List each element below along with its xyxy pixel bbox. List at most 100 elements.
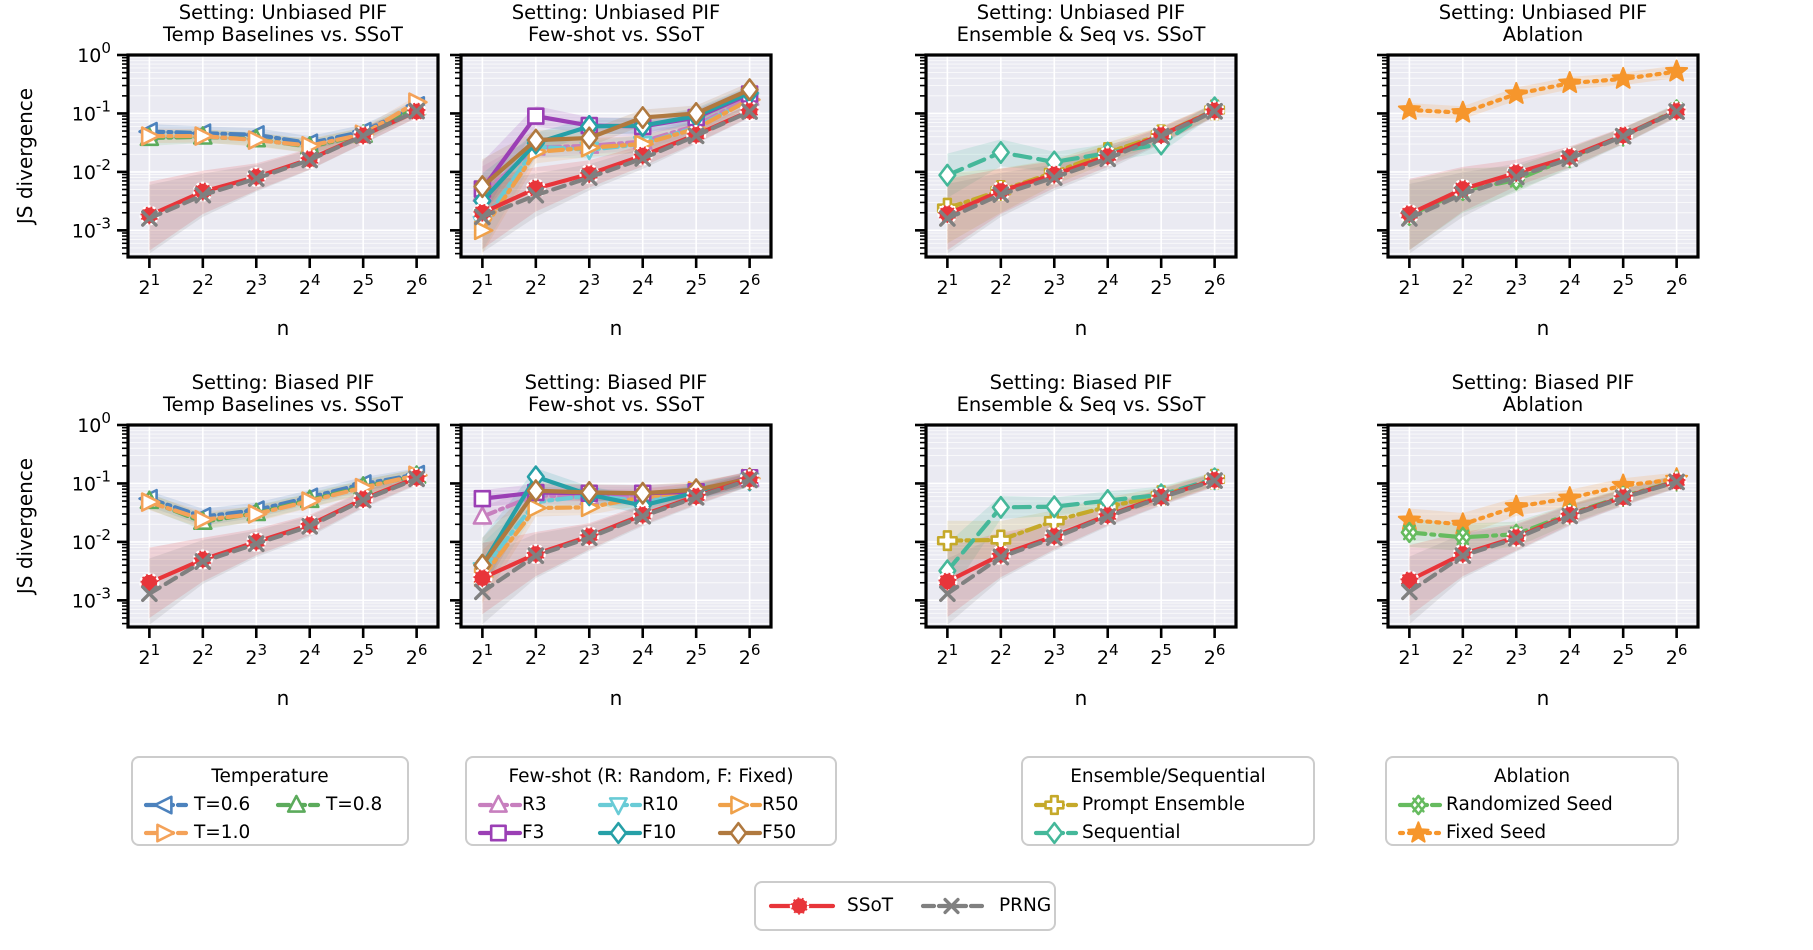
svg-text:10-1: 10-1: [72, 98, 111, 126]
legend-title: Few-shot (R: Random, F: Fixed): [508, 766, 793, 787]
legend-entry-label: T=1.0: [193, 822, 250, 843]
svg-text:26: 26: [406, 641, 428, 669]
gridlines: [926, 55, 1236, 257]
y-axis: [450, 423, 461, 625]
svg-text:100: 100: [77, 39, 111, 67]
svg-text:Setting: Unbiased PIF: Setting: Unbiased PIF: [977, 1, 1185, 24]
legend-title: Ensemble/Sequential: [1070, 766, 1266, 787]
legend-entry-randomized-seed[interactable]: Randomized Seed: [1397, 794, 1613, 816]
axes-spine: [1386, 53, 1700, 259]
legend-entry-ssot[interactable]: SSoT: [768, 895, 894, 916]
svg-text:Setting: Biased PIF: Setting: Biased PIF: [525, 371, 708, 394]
legend-entry-t-0-8[interactable]: T=0.8: [275, 794, 382, 815]
legend-entry-label: F3: [522, 822, 544, 843]
series-prng: [474, 103, 758, 226]
svg-text:Temp Baselines vs. SSoT: Temp Baselines vs. SSoT: [162, 23, 403, 46]
legend-entry-fixed-seed[interactable]: Fixed Seed: [1397, 821, 1546, 843]
svg-text:26: 26: [406, 271, 428, 299]
svg-text:23: 23: [578, 271, 600, 299]
svg-text:22: 22: [192, 641, 214, 669]
svg-text:24: 24: [1559, 271, 1581, 299]
svg-text:25: 25: [1150, 641, 1172, 669]
legend-entry-label: SSoT: [847, 895, 894, 916]
data-series: [1397, 467, 1689, 601]
legend-entry-label: R50: [762, 794, 798, 815]
legend-entry-prompt-ensemble[interactable]: Prompt Ensemble: [1033, 794, 1245, 816]
x-axis: 21 22 23 24 25 26: [937, 627, 1226, 669]
svg-text:24: 24: [1097, 641, 1119, 669]
svg-text:25: 25: [685, 271, 707, 299]
y-axis: [915, 423, 926, 625]
svg-text:22: 22: [1452, 271, 1474, 299]
svg-text:24: 24: [299, 271, 321, 299]
x-axis-label: n: [610, 686, 623, 710]
gridlines: [1388, 55, 1698, 257]
svg-text:10-3: 10-3: [72, 215, 111, 243]
svg-text:23: 23: [1505, 641, 1527, 669]
data-series: [472, 465, 761, 601]
y-axis: 100 10-1 10-2 10-3: [72, 39, 128, 255]
svg-text:10-3: 10-3: [72, 585, 111, 613]
legend-entry-r50[interactable]: R50: [717, 794, 798, 815]
legend-entry-t-0-6[interactable]: T=0.6: [143, 794, 250, 815]
svg-text:25: 25: [685, 641, 707, 669]
x-axis: 21 22 23 24 25 26: [472, 257, 761, 299]
legend-temperature: Temperature T=0.6 T=0.8 T=1.0: [131, 756, 409, 846]
svg-text:Ablation: Ablation: [1503, 23, 1583, 46]
svg-text:26: 26: [1666, 641, 1688, 669]
legend-entry-f10[interactable]: F10: [597, 821, 676, 845]
svg-text:Ablation: Ablation: [1503, 393, 1583, 416]
legend-entry-t-1-0[interactable]: T=1.0: [143, 822, 250, 843]
plot-area: [461, 55, 771, 257]
svg-text:Setting: Biased PIF: Setting: Biased PIF: [192, 371, 375, 394]
svg-text:22: 22: [990, 271, 1012, 299]
svg-text:26: 26: [1204, 641, 1226, 669]
svg-text:24: 24: [632, 641, 654, 669]
svg-text:26: 26: [1204, 271, 1226, 299]
y-axis: [915, 53, 926, 255]
legend-entry-label: R10: [642, 794, 678, 815]
legend-entry-prng[interactable]: PRNG: [920, 895, 1051, 916]
svg-text:Few-shot vs. SSoT: Few-shot vs. SSoT: [528, 23, 704, 46]
x-axis: 21 22 23 24 25 26: [139, 257, 428, 299]
legend-container: [1385, 756, 1679, 846]
legend-entry-label: Randomized Seed: [1446, 794, 1613, 815]
svg-text:24: 24: [1559, 641, 1581, 669]
legend-entry-label: Sequential: [1082, 822, 1181, 843]
svg-text:22: 22: [525, 641, 547, 669]
axes-spine: [126, 53, 440, 259]
svg-text:26: 26: [1666, 271, 1688, 299]
svg-text:23: 23: [1505, 271, 1527, 299]
legend-fewshot: Few-shot (R: Random, F: Fixed) R3 R10 R50 F3…: [465, 756, 837, 846]
svg-text:23: 23: [245, 271, 267, 299]
svg-text:23: 23: [1043, 271, 1065, 299]
legend-entry-r3[interactable]: R3: [477, 794, 547, 815]
legend-main: SSoT PRNG: [754, 881, 1056, 931]
legend-entry-f3[interactable]: F3: [477, 822, 544, 843]
svg-text:Setting: Unbiased PIF: Setting: Unbiased PIF: [512, 1, 720, 24]
svg-text:100: 100: [77, 409, 111, 437]
legend-entry-sequential[interactable]: Sequential: [1033, 821, 1181, 845]
svg-text:22: 22: [192, 271, 214, 299]
x-axis-label: n: [277, 686, 290, 710]
series-prng: [141, 470, 425, 603]
legend-entry-r10[interactable]: R10: [597, 794, 678, 816]
series-prng: [1401, 103, 1685, 227]
legend-entry-label: F10: [642, 822, 676, 843]
svg-text:Few-shot vs. SSoT: Few-shot vs. SSoT: [528, 393, 704, 416]
svg-text:22: 22: [1452, 641, 1474, 669]
legend-title: Ablation: [1494, 766, 1570, 787]
legend-entry-f50[interactable]: F50: [717, 821, 796, 845]
svg-text:Setting: Biased PIF: Setting: Biased PIF: [990, 371, 1173, 394]
svg-text:26: 26: [739, 271, 761, 299]
x-axis-label: n: [1537, 316, 1550, 340]
svg-text:10-1: 10-1: [72, 468, 111, 496]
legend-container: [754, 881, 1056, 931]
svg-text:23: 23: [578, 641, 600, 669]
